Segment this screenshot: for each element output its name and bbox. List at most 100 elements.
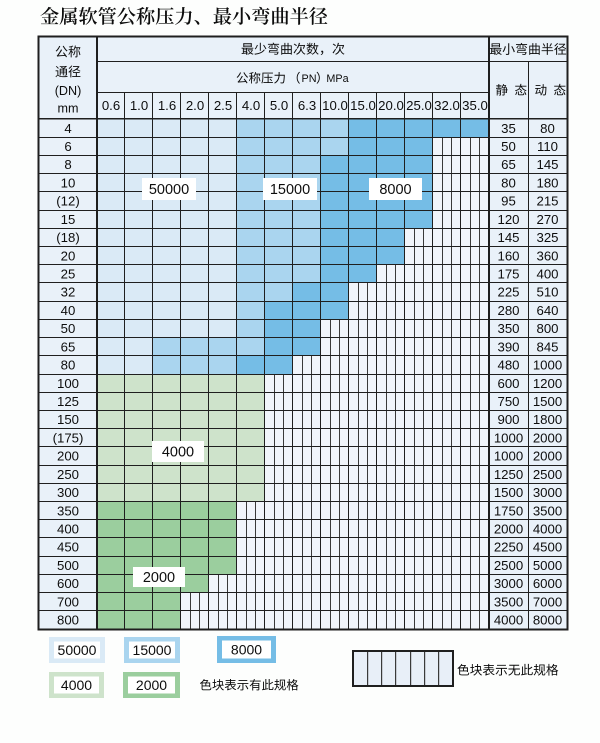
svg-text:1500: 1500	[494, 485, 523, 500]
svg-text:2.0: 2.0	[186, 98, 204, 113]
svg-text:20.0: 20.0	[378, 98, 404, 113]
svg-text:65: 65	[501, 157, 516, 172]
svg-text:225: 225	[497, 285, 519, 300]
svg-text:110: 110	[537, 139, 558, 154]
svg-text:25.0: 25.0	[406, 98, 432, 113]
svg-text:510: 510	[536, 285, 558, 300]
svg-text:6000: 6000	[533, 576, 562, 591]
svg-text:80: 80	[501, 175, 516, 190]
svg-text:3000: 3000	[533, 485, 562, 500]
svg-text:15.0: 15.0	[350, 98, 376, 113]
svg-text:95: 95	[501, 194, 516, 209]
svg-text:4: 4	[64, 121, 71, 136]
svg-text:1.0: 1.0	[130, 98, 148, 113]
svg-text:PN: PN	[302, 73, 317, 85]
svg-text:40: 40	[61, 303, 76, 318]
svg-text:3500: 3500	[494, 594, 523, 609]
svg-text:250: 250	[57, 467, 79, 482]
svg-text:2000: 2000	[533, 430, 562, 445]
svg-text:360: 360	[536, 248, 558, 263]
svg-text:10.0: 10.0	[322, 98, 348, 113]
svg-text:8000: 8000	[533, 613, 562, 628]
svg-text:600: 600	[57, 576, 79, 591]
svg-text:2000: 2000	[533, 449, 562, 464]
svg-text:15: 15	[61, 212, 76, 227]
svg-text:65: 65	[61, 339, 76, 354]
svg-text:35.0: 35.0	[462, 98, 488, 113]
svg-text:3000: 3000	[494, 576, 523, 591]
svg-text:6.3: 6.3	[298, 98, 316, 113]
svg-text:2500: 2500	[494, 558, 523, 573]
svg-text:2.5: 2.5	[214, 98, 232, 113]
svg-text:1250: 1250	[494, 467, 523, 482]
svg-text:15000: 15000	[133, 642, 172, 658]
svg-text:175: 175	[497, 267, 519, 282]
svg-text:4000: 4000	[494, 613, 523, 628]
svg-text:480: 480	[497, 358, 519, 373]
svg-text:1200: 1200	[533, 376, 562, 391]
svg-text:900: 900	[497, 412, 519, 427]
svg-text:80: 80	[61, 358, 76, 373]
svg-text:1.6: 1.6	[158, 98, 176, 113]
svg-text:1800: 1800	[533, 412, 562, 427]
svg-text:120: 120	[497, 212, 519, 227]
svg-text:50: 50	[501, 139, 516, 154]
svg-text:20: 20	[61, 248, 76, 263]
svg-text:1000: 1000	[494, 430, 523, 445]
svg-text:160: 160	[497, 248, 519, 263]
svg-text:350: 350	[497, 321, 519, 336]
svg-text:600: 600	[497, 376, 519, 391]
svg-text:2000: 2000	[143, 570, 175, 586]
svg-text:280: 280	[497, 303, 519, 318]
svg-text:32: 32	[61, 285, 76, 300]
svg-text:125: 125	[57, 394, 79, 409]
svg-text:400: 400	[536, 267, 558, 282]
svg-text:350: 350	[57, 503, 79, 518]
svg-text:390: 390	[497, 339, 519, 354]
svg-text:MPa: MPa	[326, 73, 348, 85]
svg-text:(DN): (DN)	[55, 84, 82, 98]
svg-text:4000: 4000	[61, 677, 92, 693]
svg-text:300: 300	[57, 485, 79, 500]
svg-text:5.0: 5.0	[270, 98, 288, 113]
svg-text:25: 25	[61, 267, 76, 282]
svg-text:1750: 1750	[494, 503, 523, 518]
svg-text:800: 800	[536, 321, 558, 336]
svg-text:8: 8	[64, 157, 71, 172]
svg-text:(12): (12)	[56, 194, 79, 209]
svg-text:50: 50	[61, 321, 76, 336]
svg-text:800: 800	[57, 613, 79, 628]
svg-text:270: 270	[536, 212, 558, 227]
svg-text:1000: 1000	[533, 358, 562, 373]
svg-text:2000: 2000	[136, 677, 167, 693]
svg-text:325: 325	[536, 230, 558, 245]
svg-text:640: 640	[536, 303, 558, 318]
svg-text:200: 200	[57, 449, 79, 464]
svg-text:100: 100	[57, 376, 79, 391]
svg-text:15000: 15000	[270, 182, 310, 198]
svg-text:500: 500	[57, 558, 79, 573]
svg-text:4000: 4000	[533, 522, 562, 537]
svg-text:750: 750	[497, 394, 519, 409]
svg-text:80: 80	[540, 121, 555, 136]
svg-text:4.0: 4.0	[242, 98, 260, 113]
svg-text:0.6: 0.6	[102, 98, 120, 113]
svg-text:400: 400	[57, 522, 79, 537]
svg-text:2500: 2500	[533, 467, 562, 482]
svg-text:3500: 3500	[533, 503, 562, 518]
svg-text:1000: 1000	[494, 449, 523, 464]
svg-text:mm: mm	[58, 101, 79, 115]
svg-text:50000: 50000	[149, 182, 189, 198]
svg-text:(18): (18)	[56, 230, 79, 245]
svg-text:8000: 8000	[379, 182, 411, 198]
svg-text:1500: 1500	[533, 394, 562, 409]
svg-text:180: 180	[536, 175, 558, 190]
svg-text:5000: 5000	[533, 558, 562, 573]
svg-text:35: 35	[501, 121, 516, 136]
svg-text:7000: 7000	[533, 594, 562, 609]
svg-text:32.0: 32.0	[434, 98, 460, 113]
svg-text:215: 215	[536, 194, 558, 209]
svg-text:(175): (175)	[53, 430, 84, 445]
svg-text:145: 145	[536, 157, 558, 172]
svg-text:4500: 4500	[533, 540, 562, 555]
